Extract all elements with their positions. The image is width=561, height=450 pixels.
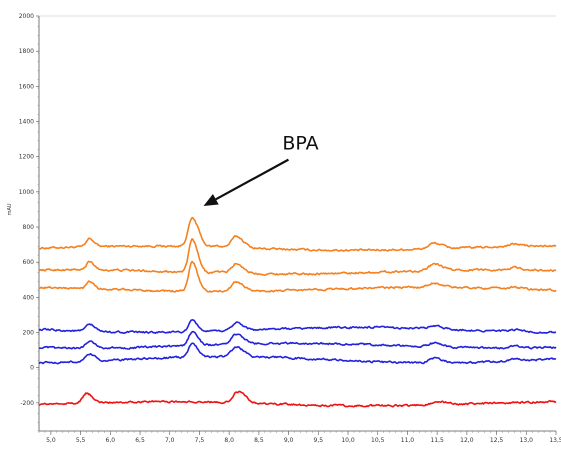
y-tick-label: 1600 <box>19 83 34 90</box>
x-tick-label: 10,5 <box>371 437 385 444</box>
chromatogram-trace <box>38 216 557 252</box>
chromatogram-trace <box>38 390 557 408</box>
bpa-annotation-arrow <box>215 158 289 201</box>
x-tick-label: 7,5 <box>195 437 205 444</box>
x-tick-label: 5,5 <box>76 437 86 444</box>
chromatogram-trace <box>38 260 557 293</box>
y-tick-label: 1200 <box>19 154 34 161</box>
x-tick-label: 6,5 <box>135 437 145 444</box>
x-tick-label: 12,0 <box>460 437 474 444</box>
y-tick-label: 1000 <box>19 189 34 196</box>
y-tick-label: 600 <box>23 259 35 266</box>
x-tick-label: 12,5 <box>490 437 504 444</box>
x-tick-label: 7,0 <box>165 437 175 444</box>
x-tick-label: 11,5 <box>430 437 444 444</box>
chromatogram-trace <box>38 319 557 335</box>
trace-group <box>38 216 557 408</box>
y-tick-label: -200 <box>20 400 34 407</box>
x-tick-label: 9,5 <box>314 437 324 444</box>
y-tick-label: 800 <box>23 224 35 231</box>
axes: 2000180016001400120010008006004002000-20… <box>7 13 561 444</box>
chromatogram-trace <box>38 342 557 365</box>
x-tick-label: 8,0 <box>224 437 234 444</box>
y-tick-label: 1800 <box>19 48 34 55</box>
chromatogram-trace <box>38 237 557 276</box>
y-axis-label: mAU <box>7 203 13 215</box>
chromatogram-trace <box>38 330 557 350</box>
x-tick-label: 8,5 <box>254 437 264 444</box>
x-tick-label: 5,0 <box>46 437 56 444</box>
x-tick-label: 10,0 <box>341 437 355 444</box>
y-tick-label: 0 <box>30 365 34 372</box>
annotation: BPA <box>203 133 319 206</box>
y-tick-label: 1400 <box>19 119 34 126</box>
x-tick-label: 6,0 <box>106 437 116 444</box>
y-tick-label: 2000 <box>19 13 34 20</box>
bpa-annotation-label: BPA <box>282 133 318 155</box>
x-tick-label: 9,0 <box>284 437 294 444</box>
y-tick-label: 400 <box>23 294 35 301</box>
x-tick-label: 13,0 <box>520 437 534 444</box>
x-tick-label: 11,0 <box>401 437 415 444</box>
bpa-annotation-arrowhead <box>203 194 219 206</box>
y-tick-label: 200 <box>23 330 35 337</box>
x-tick-label: 13,5 <box>549 437 561 444</box>
